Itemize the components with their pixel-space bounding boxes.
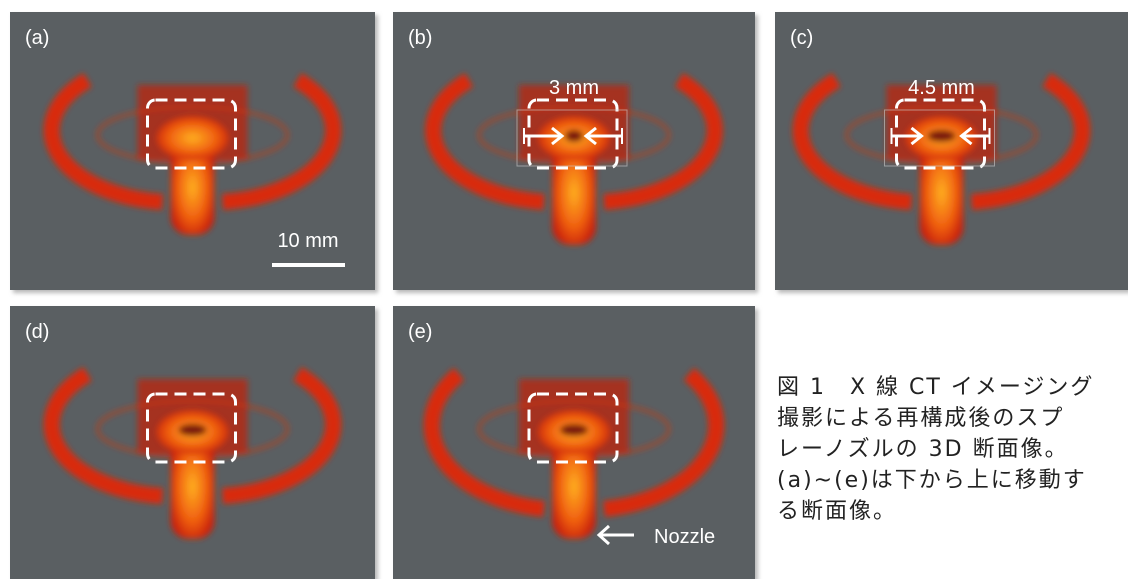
panel: (c) 4.5 mm — [775, 12, 1128, 290]
dimension-label: 3 mm — [549, 77, 599, 99]
scale-bar-label: 10 mm — [277, 230, 338, 252]
pointer-label: Nozzle — [654, 526, 715, 548]
panel-label: (e) — [408, 321, 432, 343]
panel-label: (a) — [25, 27, 49, 49]
caption-line: レーノズルの 3D 断面像。 — [777, 437, 1069, 462]
caption-line: (a)~(e)は下から上に移動す — [777, 468, 1087, 493]
dimension-label: 4.5 mm — [908, 77, 975, 99]
panel: (d) — [10, 306, 375, 579]
panel-label: (b) — [408, 27, 432, 49]
panel-label: (c) — [790, 27, 813, 49]
figure: (a) 10 mm (b) 3 mm (c) 4.5 mm (d) (e) Nozzle 図 1… — [0, 0, 1128, 579]
bore — [179, 424, 207, 436]
panel: (b) 3 mm — [393, 12, 755, 290]
caption-line: 図 1 X 線 CT イメージング — [777, 375, 1094, 400]
panel: (a) 10 mm — [10, 12, 375, 290]
panel: (e) Nozzle — [393, 306, 755, 579]
bore — [560, 424, 588, 436]
core — [157, 116, 229, 160]
caption-line: る断面像。 — [777, 499, 897, 524]
bore — [928, 130, 956, 142]
panel-label: (d) — [25, 321, 49, 343]
caption-line: 撮影による再構成後のスプ — [777, 406, 1064, 431]
bore — [565, 130, 583, 142]
